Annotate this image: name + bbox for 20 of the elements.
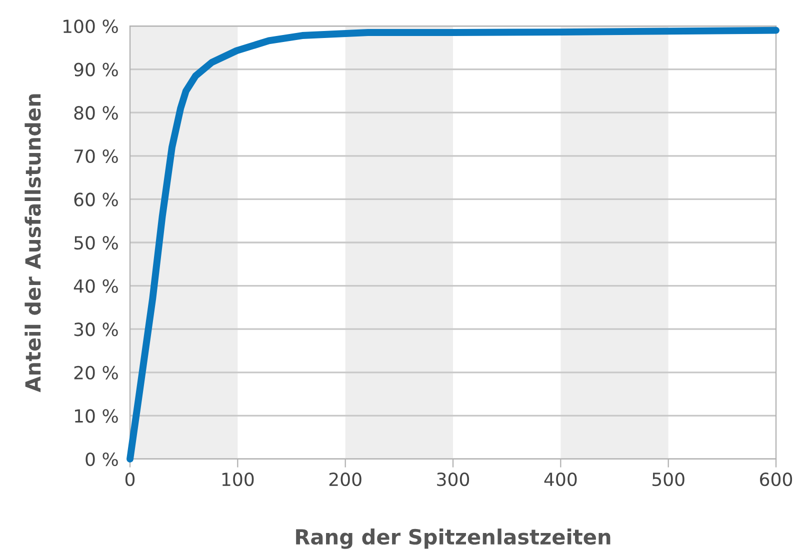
- y-tick-label: 30 %: [74, 322, 118, 336]
- x-tick-label: 500: [652, 472, 684, 486]
- y-axis-title: Anteil der Ausfallstunden: [24, 94, 41, 392]
- y-tick-label: 80 %: [74, 106, 118, 120]
- y-tick-label: 70 %: [74, 149, 118, 164]
- x-tick-label: 200: [329, 472, 362, 486]
- x-tick-label: 0: [125, 472, 135, 486]
- y-tick-label: 50 %: [74, 236, 118, 250]
- x-tick-label: 300: [437, 472, 470, 486]
- y-tick-label: 10 %: [75, 409, 118, 423]
- y-tick-label: 0 %: [86, 452, 118, 466]
- x-tick-label: 400: [544, 472, 577, 486]
- y-tick-label: 90 %: [74, 62, 118, 76]
- x-tick-label: 600: [760, 472, 792, 486]
- y-tick-label: 100 %: [64, 19, 118, 34]
- y-tick-label: 60 %: [74, 192, 118, 206]
- x-tick-label: 100: [222, 472, 254, 486]
- y-tick-label: 20 %: [74, 366, 118, 380]
- x-axis-title: Rang der Spitzenlastzeiten: [296, 528, 610, 549]
- y-tick-label: 40 %: [74, 279, 118, 293]
